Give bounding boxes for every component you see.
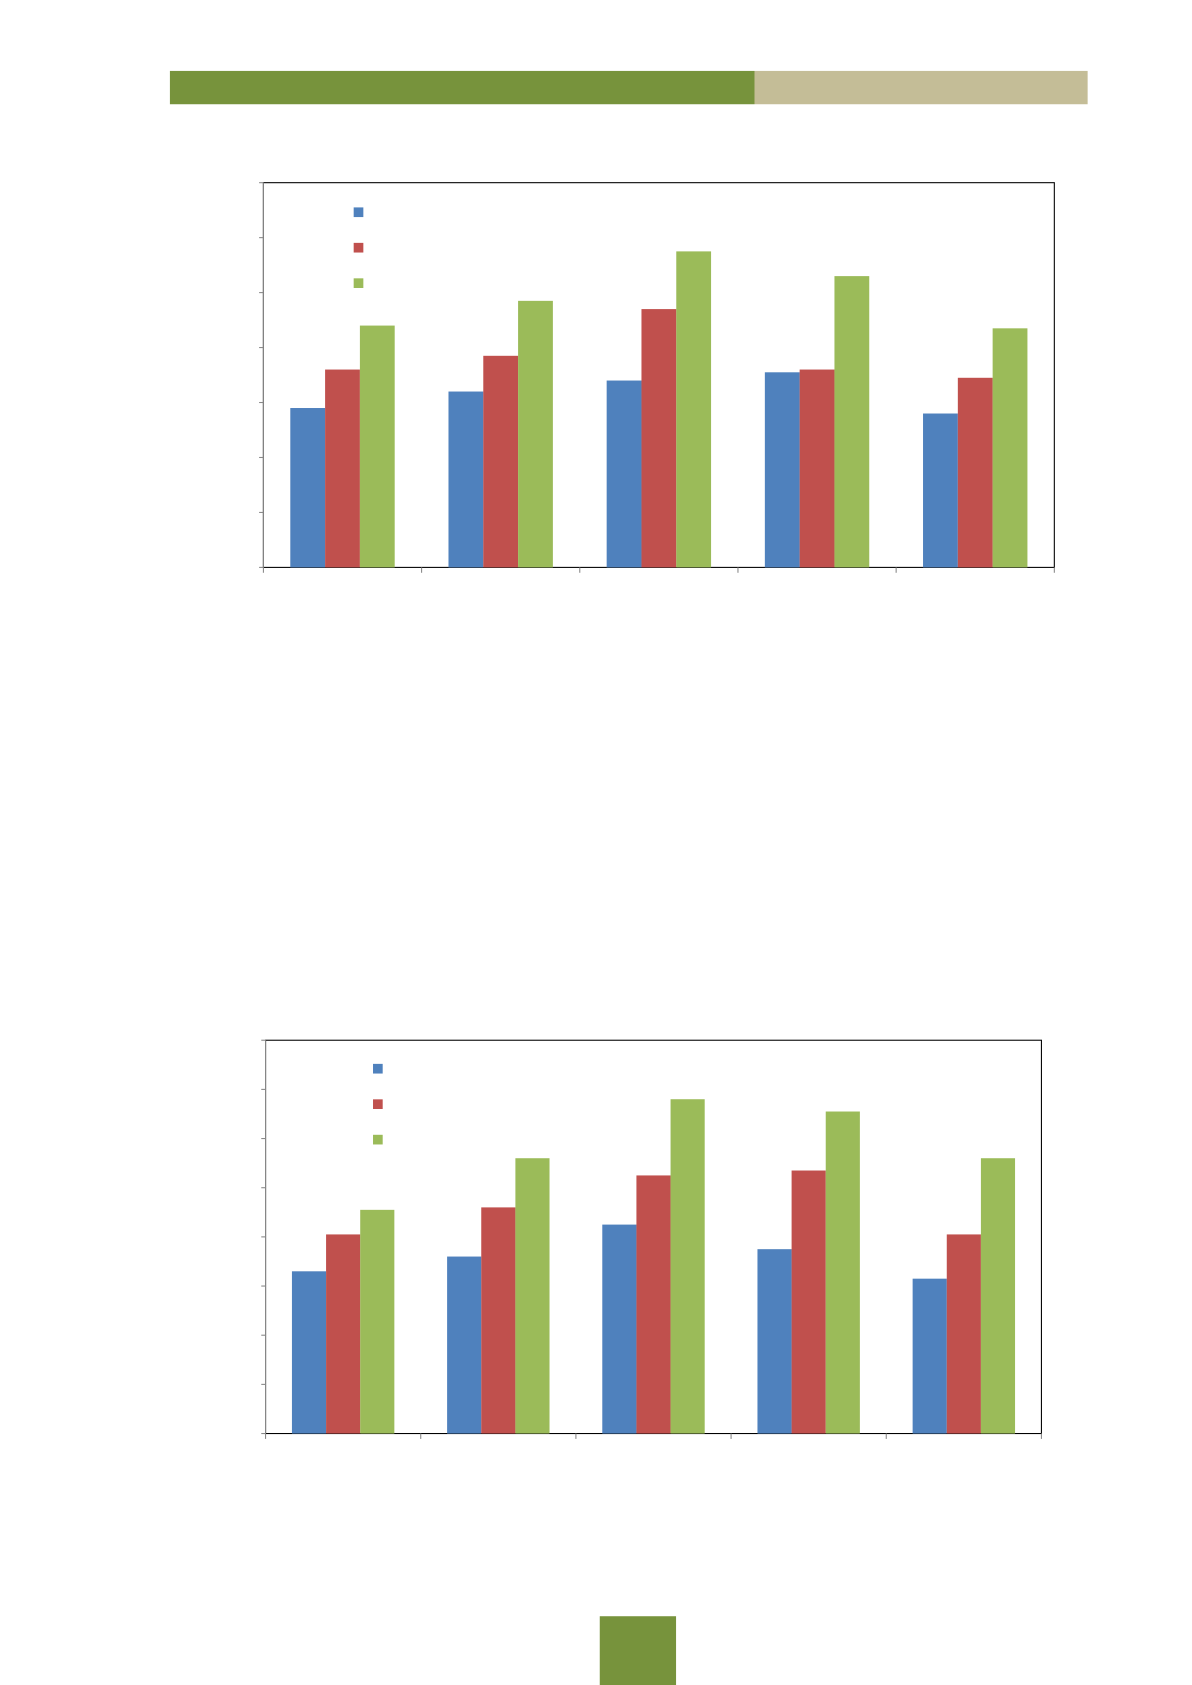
legend-marker — [353, 207, 364, 218]
legend-marker — [353, 278, 364, 288]
header-accent — [754, 70, 1088, 105]
bar — [946, 1234, 981, 1434]
bar — [448, 391, 484, 568]
bar — [515, 1158, 550, 1434]
legend-marker — [373, 1099, 383, 1110]
bar — [834, 276, 870, 568]
bar — [481, 1207, 516, 1434]
bar — [791, 1170, 826, 1434]
bar — [676, 251, 712, 568]
bar — [290, 408, 326, 568]
bar — [518, 300, 553, 568]
header-bar — [169, 70, 755, 105]
bar — [764, 372, 800, 568]
bar — [606, 380, 642, 568]
bar — [447, 1256, 482, 1434]
page-number-box — [599, 1616, 677, 1685]
bar — [912, 1278, 947, 1434]
bar — [636, 1175, 671, 1434]
bar — [825, 1111, 860, 1434]
bar — [483, 355, 519, 568]
bar — [799, 369, 835, 568]
bar — [670, 1099, 705, 1434]
bar — [992, 328, 1028, 568]
legend-marker — [373, 1134, 383, 1145]
bar — [957, 377, 993, 568]
bar — [641, 309, 677, 568]
bar — [757, 1249, 792, 1434]
bar — [291, 1271, 327, 1434]
bar — [980, 1158, 1016, 1434]
bar — [326, 1234, 361, 1434]
legend-marker — [353, 242, 364, 253]
bar — [325, 369, 360, 568]
bar — [359, 325, 395, 568]
bar — [360, 1209, 395, 1434]
legend-marker — [373, 1063, 383, 1074]
bar — [602, 1224, 637, 1434]
bar — [923, 413, 958, 568]
